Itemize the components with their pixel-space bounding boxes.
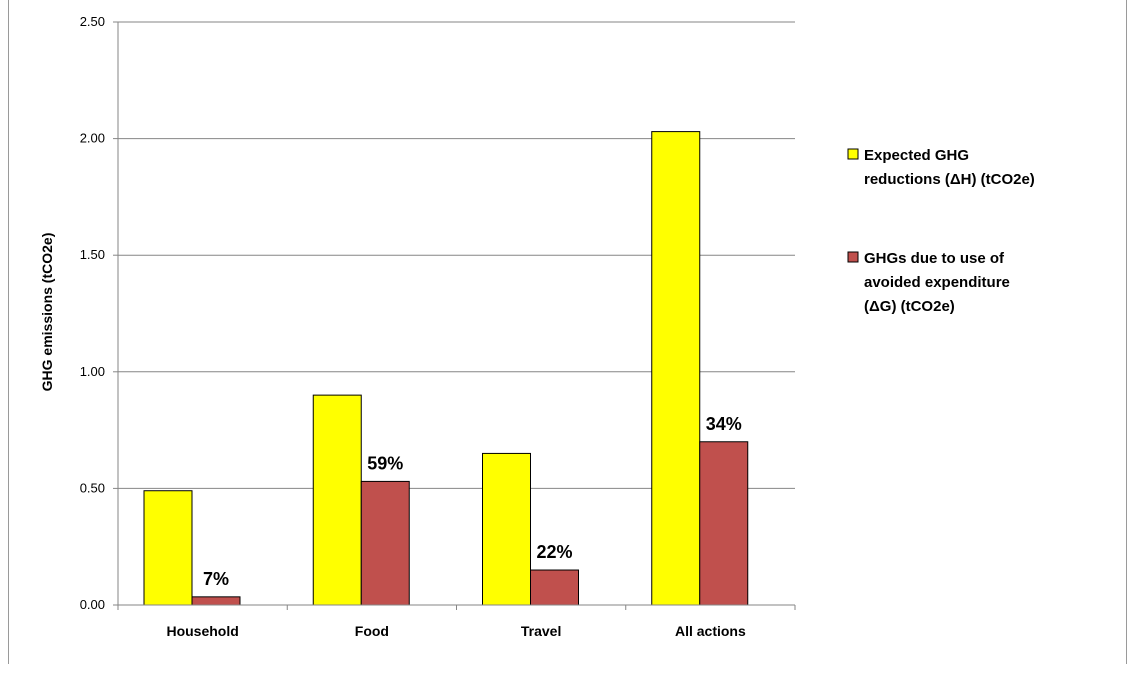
y-axis-ticks: 0.00 0.50 1.00 1.50 2.00 2.50 [80, 14, 118, 612]
bar-avoided-expenditure-all-actions [699, 441, 749, 606]
y-tick-label: 1.00 [80, 364, 105, 379]
bar-expected-reduction-food [312, 394, 362, 606]
legend-swatch [847, 251, 859, 263]
category-label: Household [166, 623, 238, 639]
category-label: All actions [675, 623, 746, 639]
legend-label: Expected GHG [864, 147, 969, 164]
y-tick-label: 1.50 [80, 247, 105, 262]
bar-expected-reduction-all-actions [651, 131, 701, 606]
chart-frame [8, 0, 1127, 664]
data-label: 7% [203, 569, 229, 589]
x-axis-categories: Household Food Travel All actions [166, 623, 746, 639]
bar-avoided-expenditure-travel [530, 569, 579, 606]
bar-avoided-expenditure-household [191, 596, 241, 606]
y-axis-label: GHG emissions (tCO2e) [39, 233, 55, 392]
legend-label: GHGs due to use of [864, 250, 1005, 267]
bars [143, 131, 749, 606]
data-label: 34% [706, 414, 742, 434]
data-label: 22% [536, 542, 572, 562]
legend-label: reductions (ΔH) (tCO2e) [864, 171, 1035, 188]
y-tick-label: 2.50 [80, 14, 105, 29]
bar-expected-reduction-household [143, 490, 193, 606]
category-label: Food [355, 623, 389, 639]
data-label: 59% [367, 453, 403, 473]
bar-avoided-expenditure-food [360, 480, 410, 606]
y-tick-label: 0.00 [80, 597, 105, 612]
category-label: Travel [521, 623, 561, 639]
legend: Expected GHG reductions (ΔH) (tCO2e) GHGs … [847, 147, 1035, 315]
y-tick-label: 0.50 [80, 480, 105, 495]
legend-label: (ΔG) (tCO2e) [864, 298, 955, 315]
data-labels: 7% 59% 22% 34% [203, 414, 742, 589]
legend-swatch [847, 148, 859, 160]
y-tick-label: 2.00 [80, 131, 105, 146]
axes [117, 22, 796, 610]
legend-label: avoided expenditure [864, 274, 1010, 291]
bar-expected-reduction-travel [482, 452, 531, 606]
